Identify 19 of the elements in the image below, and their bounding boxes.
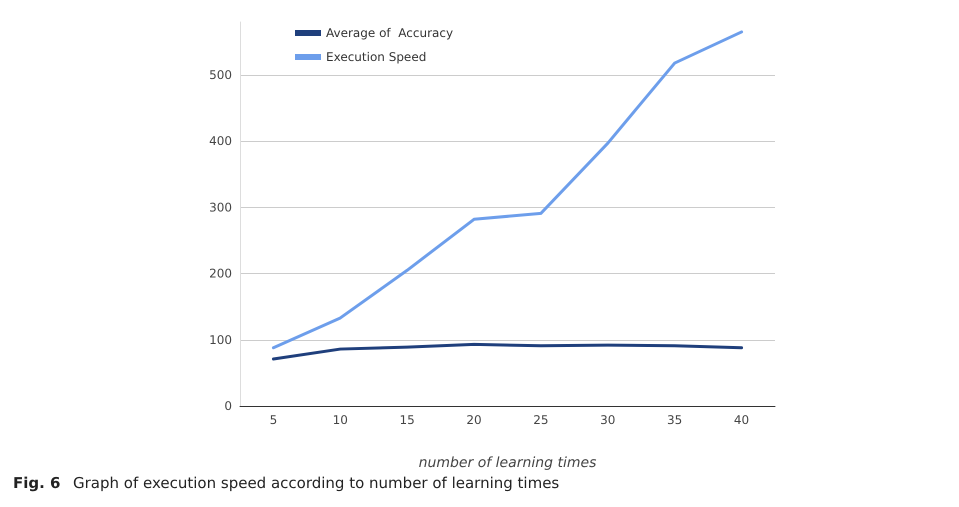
y-tick-label: 400	[209, 134, 232, 148]
x-tick-label: 25	[533, 413, 549, 427]
legend-label: Average of Accuracy	[326, 26, 454, 40]
x-tick-label: 40	[734, 413, 750, 427]
y-tick-label: 200	[209, 266, 232, 281]
text: Fig. 6 Graph of execution speed according to number of learning times	[13, 474, 560, 492]
x-axis-title: number of learning times	[418, 455, 596, 471]
x-tick-label: 5	[270, 413, 278, 427]
y-tick-label: 100	[209, 332, 232, 347]
y-tick-label: 300	[209, 200, 232, 214]
x-tick-label: 20	[466, 413, 482, 427]
y-tick-label: 0	[224, 399, 232, 413]
legend-label: Execution Speed	[326, 50, 426, 64]
y-tick-label: 500	[209, 68, 232, 82]
x-tick-label: 15	[400, 413, 415, 427]
line-series	[272, 342, 744, 360]
x-tick-label: 10	[332, 413, 348, 427]
x-tick-label: 35	[667, 413, 682, 427]
x-tick-label: 30	[600, 413, 616, 427]
